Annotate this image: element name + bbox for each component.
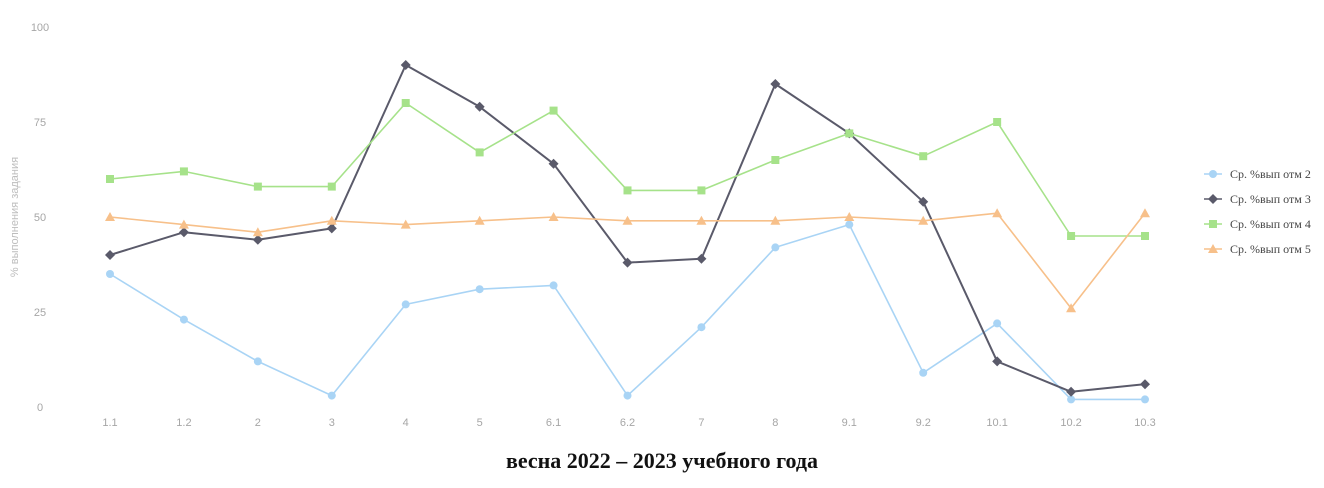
data-point — [993, 118, 1001, 126]
data-point — [624, 186, 632, 194]
y-tick-label: 100 — [31, 22, 49, 34]
data-point — [328, 183, 336, 191]
legend-marker — [1208, 194, 1218, 204]
data-point — [179, 227, 189, 237]
data-point — [105, 250, 115, 260]
data-point — [992, 356, 1002, 366]
legend-item: Ср. %вып отм 2 — [1204, 167, 1311, 181]
data-point — [106, 175, 114, 183]
x-tick-label: 1.2 — [176, 417, 191, 429]
data-point — [180, 167, 188, 175]
x-tick-label: 10.3 — [1134, 417, 1155, 429]
data-point — [1140, 208, 1150, 217]
x-tick-label: 10.2 — [1060, 417, 1081, 429]
data-point — [327, 223, 337, 233]
data-point — [697, 186, 705, 194]
data-point — [845, 221, 853, 229]
data-point — [402, 99, 410, 107]
y-tick-label: 25 — [34, 307, 46, 319]
data-point — [254, 357, 262, 365]
legend-item: Ср. %вып отм 4 — [1204, 217, 1311, 231]
data-point — [550, 107, 558, 115]
x-tick-label: 10.1 — [986, 417, 1007, 429]
data-point — [845, 129, 853, 137]
x-tick-label: 7 — [698, 417, 704, 429]
data-point — [919, 369, 927, 377]
y-tick-label: 0 — [37, 402, 43, 414]
x-tick-label: 5 — [477, 417, 483, 429]
data-point — [992, 208, 1002, 217]
series-line — [110, 225, 1145, 400]
legend-label: Ср. %вып отм 2 — [1230, 167, 1311, 181]
y-axis-title: % выполнения задания — [9, 157, 21, 277]
data-point — [106, 270, 114, 278]
x-tick-label: 4 — [403, 417, 409, 429]
x-tick-label: 1.1 — [102, 417, 117, 429]
series-2 — [105, 60, 1150, 397]
series-1 — [106, 221, 1149, 404]
legend-label: Ср. %вып отм 5 — [1230, 242, 1311, 256]
x-tick-label: 9.1 — [842, 417, 857, 429]
legend-marker — [1209, 220, 1217, 228]
legend-label: Ср. %вып отм 4 — [1230, 217, 1311, 231]
data-point — [993, 319, 1001, 327]
x-tick-label: 2 — [255, 417, 261, 429]
legend-marker — [1209, 170, 1217, 178]
x-tick-label: 9.2 — [916, 417, 931, 429]
data-point — [1141, 232, 1149, 240]
data-point — [771, 243, 779, 251]
data-point — [180, 316, 188, 324]
x-tick-label: 8 — [772, 417, 778, 429]
data-point — [1067, 232, 1075, 240]
data-point — [919, 152, 927, 160]
data-point — [1141, 395, 1149, 403]
data-point — [697, 323, 705, 331]
x-tick-label: 6.1 — [546, 417, 561, 429]
data-point — [696, 254, 706, 264]
legend-item: Ср. %вып отм 3 — [1204, 192, 1311, 206]
legend-item: Ср. %вып отм 5 — [1204, 242, 1311, 256]
legend: Ср. %вып отм 2 Ср. %вып отм 3 Ср. %вып отм… — [1204, 167, 1311, 256]
data-point — [254, 183, 262, 191]
x-tick-label: 3 — [329, 417, 335, 429]
data-point — [105, 212, 115, 221]
legend-label: Ср. %вып отм 3 — [1230, 192, 1311, 206]
data-point — [253, 235, 263, 245]
line-chart: 0 25 50 75 100 % выполнения задания 1.1 1.2 2 3 4 5… — [0, 0, 1324, 440]
series-line — [110, 65, 1145, 392]
y-tick-label: 50 — [34, 212, 46, 224]
data-point — [402, 300, 410, 308]
data-point — [1140, 379, 1150, 389]
data-point — [624, 392, 632, 400]
series-layer — [105, 60, 1150, 403]
data-point — [550, 281, 558, 289]
data-point — [771, 156, 779, 164]
data-point — [476, 148, 484, 156]
data-point — [328, 392, 336, 400]
data-point — [476, 285, 484, 293]
chart-caption: весна 2022 – 2023 учебного года — [0, 448, 1324, 474]
x-tick-label: 6.2 — [620, 417, 635, 429]
data-point — [401, 60, 411, 70]
y-tick-label: 75 — [34, 117, 46, 129]
